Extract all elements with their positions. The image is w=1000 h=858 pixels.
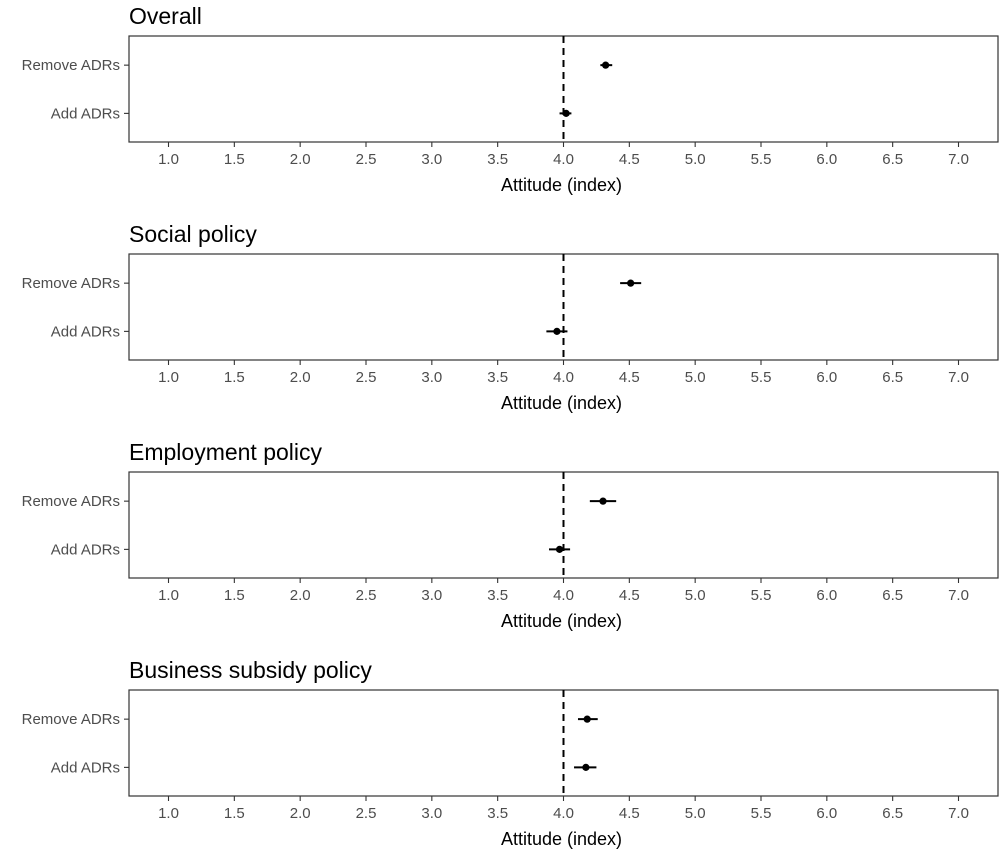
x-tick-label: 2.5 bbox=[356, 805, 377, 822]
x-tick-label: 4.0 bbox=[553, 151, 574, 168]
panel-title: Social policy bbox=[129, 221, 257, 247]
x-tick-label: 4.0 bbox=[553, 805, 574, 822]
x-tick-label: 5.0 bbox=[685, 587, 706, 604]
y-tick-label: Remove ADRs bbox=[22, 711, 120, 728]
data-point bbox=[602, 61, 610, 69]
y-tick-label: Add ADRs bbox=[51, 541, 120, 558]
y-tick-label: Remove ADRs bbox=[22, 57, 120, 74]
x-tick-label: 6.5 bbox=[882, 805, 903, 822]
x-tick-label: 2.0 bbox=[290, 369, 311, 386]
x-tick-label: 7.0 bbox=[948, 805, 969, 822]
x-tick-label: 3.5 bbox=[487, 369, 508, 386]
x-tick-label: 5.5 bbox=[751, 587, 772, 604]
x-tick-label: 7.0 bbox=[948, 151, 969, 168]
x-tick-label: 4.5 bbox=[619, 805, 640, 822]
panel-title: Overall bbox=[129, 3, 202, 29]
x-tick-label: 1.0 bbox=[158, 805, 179, 822]
x-tick-label: 4.5 bbox=[619, 151, 640, 168]
x-tick-label: 5.5 bbox=[751, 369, 772, 386]
x-tick-label: 2.5 bbox=[356, 369, 377, 386]
x-tick-label: 1.5 bbox=[224, 151, 245, 168]
x-tick-label: 3.0 bbox=[421, 805, 442, 822]
x-tick-label: 2.0 bbox=[290, 587, 311, 604]
data-point bbox=[555, 545, 564, 553]
x-tick-label: 1.0 bbox=[158, 151, 179, 168]
x-tick-label: 7.0 bbox=[948, 587, 969, 604]
panel-title: Business subsidy policy bbox=[129, 657, 372, 683]
y-tick-label: Remove ADRs bbox=[22, 275, 120, 292]
x-tick-label: 1.5 bbox=[224, 369, 245, 386]
x-tick-label: 3.5 bbox=[487, 587, 508, 604]
x-tick-label: 7.0 bbox=[948, 369, 969, 386]
x-tick-label: 4.0 bbox=[553, 369, 574, 386]
x-tick-label: 2.5 bbox=[356, 151, 377, 168]
x-tick-label: 5.5 bbox=[751, 151, 772, 168]
x-tick-label: 1.5 bbox=[224, 805, 245, 822]
x-tick-label: 4.0 bbox=[553, 587, 574, 604]
x-tick-label: 6.5 bbox=[882, 587, 903, 604]
x-tick-label: 3.5 bbox=[487, 151, 508, 168]
x-tick-label: 5.0 bbox=[685, 805, 706, 822]
x-tick-label: 3.0 bbox=[421, 151, 442, 168]
x-tick-label: 6.0 bbox=[816, 151, 837, 168]
y-tick-label: Add ADRs bbox=[51, 323, 120, 340]
x-tick-label: 5.0 bbox=[685, 369, 706, 386]
x-tick-label: 6.0 bbox=[816, 369, 837, 386]
x-tick-label: 1.0 bbox=[158, 587, 179, 604]
data-point bbox=[583, 715, 591, 723]
x-tick-label: 2.0 bbox=[290, 805, 311, 822]
y-tick-label: Add ADRs bbox=[51, 105, 120, 122]
x-axis-title: Attitude (index) bbox=[501, 829, 622, 849]
x-axis-title: Attitude (index) bbox=[501, 175, 622, 195]
data-point bbox=[582, 763, 590, 771]
x-tick-label: 4.5 bbox=[619, 369, 640, 386]
y-tick-label: Remove ADRs bbox=[22, 493, 120, 510]
x-tick-label: 2.5 bbox=[356, 587, 377, 604]
y-tick-label: Add ADRs bbox=[51, 759, 120, 776]
data-point bbox=[553, 327, 561, 335]
panel-title: Employment policy bbox=[129, 439, 323, 465]
x-tick-label: 6.5 bbox=[882, 369, 903, 386]
x-tick-label: 6.5 bbox=[882, 151, 903, 168]
x-tick-label: 3.0 bbox=[421, 369, 442, 386]
x-tick-label: 6.0 bbox=[816, 587, 837, 604]
x-tick-label: 1.5 bbox=[224, 587, 245, 604]
x-axis-title: Attitude (index) bbox=[501, 393, 622, 413]
data-point bbox=[562, 109, 570, 117]
x-tick-label: 6.0 bbox=[816, 805, 837, 822]
data-point bbox=[599, 497, 607, 505]
x-tick-label: 3.0 bbox=[421, 587, 442, 604]
x-tick-label: 2.0 bbox=[290, 151, 311, 168]
data-point bbox=[627, 279, 635, 287]
x-tick-label: 3.5 bbox=[487, 805, 508, 822]
x-tick-label: 4.5 bbox=[619, 587, 640, 604]
x-tick-label: 5.0 bbox=[685, 151, 706, 168]
x-tick-label: 5.5 bbox=[751, 805, 772, 822]
x-tick-label: 1.0 bbox=[158, 369, 179, 386]
x-axis-title: Attitude (index) bbox=[501, 611, 622, 631]
